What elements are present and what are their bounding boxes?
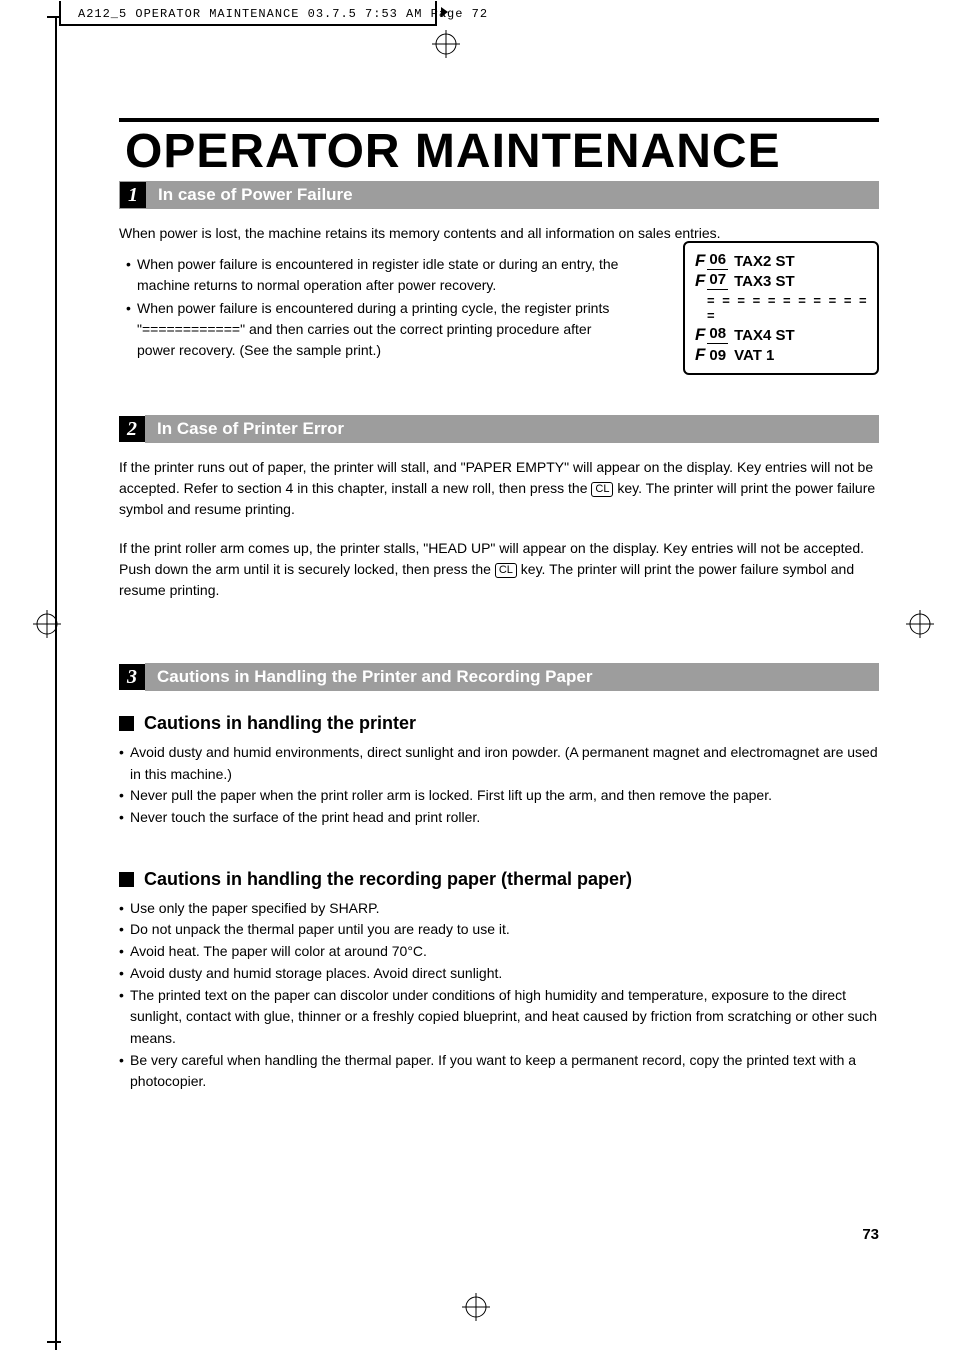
crop-mark <box>47 1341 61 1343</box>
header-border <box>59 24 437 26</box>
bullet-icon: • <box>119 298 137 361</box>
list-item: •Avoid heat. The paper will color at aro… <box>119 941 879 963</box>
list-item: •Do not unpack the thermal paper until y… <box>119 919 879 941</box>
bullet-icon: • <box>119 254 137 296</box>
print-code: 06 <box>707 252 728 270</box>
section2-para1: If the printer runs out of paper, the pr… <box>119 457 879 520</box>
print-line: F06 TAX2 ST <box>695 251 873 271</box>
register-mark-icon <box>906 610 934 638</box>
section-header-2: 2 In Case of Printer Error <box>119 415 879 443</box>
bullet-text: Never pull the paper when the print roll… <box>130 785 772 807</box>
print-label: TAX4 ST <box>734 327 795 344</box>
list-item: •Never touch the surface of the print he… <box>119 807 879 829</box>
register-mark-icon <box>33 610 61 638</box>
f-glyph: F <box>695 251 705 271</box>
bullet-text: When power failure is encountered in reg… <box>137 254 629 296</box>
bullet-text: Never touch the surface of the print hea… <box>130 807 480 829</box>
list-item: • When power failure is encountered in r… <box>119 254 629 296</box>
f-glyph: F <box>695 345 705 365</box>
cl-key: CL <box>591 482 613 497</box>
bullet-icon: • <box>119 919 130 941</box>
print-label: VAT 1 <box>734 347 774 364</box>
bullet-text: Avoid dusty and humid storage places. Av… <box>130 963 502 985</box>
section2-para2: If the print roller arm comes up, the pr… <box>119 538 879 601</box>
square-bullet-icon <box>119 872 134 887</box>
print-code: 08 <box>707 326 728 344</box>
print-label: TAX3 ST <box>734 273 795 290</box>
print-code: 07 <box>707 272 728 290</box>
list-item: •Avoid dusty and humid storage places. A… <box>119 963 879 985</box>
page-border-left <box>55 16 57 1343</box>
sub-title: Cautions in handling the recording paper… <box>144 869 632 890</box>
sub-title: Cautions in handling the printer <box>144 713 416 734</box>
bullet-text: The printed text on the paper can discol… <box>130 985 879 1050</box>
f-glyph: F <box>695 271 705 291</box>
list-item: •The printed text on the paper can disco… <box>119 985 879 1050</box>
subheading-1: Cautions in handling the printer <box>119 713 879 734</box>
bullet-text: When power failure is encountered during… <box>137 298 629 361</box>
bullet-text: Do not unpack the thermal paper until yo… <box>130 919 510 941</box>
bullet-icon: • <box>119 1050 130 1093</box>
bullet-icon: • <box>119 985 130 1050</box>
f-glyph: F <box>695 325 705 345</box>
section1-bullet-list: • When power failure is encountered in r… <box>119 254 629 361</box>
section-header-1: 1 In case of Power Failure <box>119 181 879 209</box>
bullet-icon: • <box>119 941 130 963</box>
list-item: •Never pull the paper when the print rol… <box>119 785 879 807</box>
register-mark-icon <box>462 1293 490 1321</box>
section-title: In Case of Printer Error <box>157 419 344 439</box>
bullet-icon: • <box>119 785 130 807</box>
register-mark-icon <box>432 30 460 58</box>
header-border <box>59 1 61 24</box>
bullet-icon: • <box>119 963 130 985</box>
subheading-2: Cautions in handling the recording paper… <box>119 869 879 890</box>
list-item: •Avoid dusty and humid environments, dir… <box>119 742 879 785</box>
section-number: 1 <box>120 182 146 208</box>
bullet-text: Use only the paper specified by SHARP. <box>130 898 380 920</box>
list-item: •Be very careful when handling the therm… <box>119 1050 879 1093</box>
section-number: 2 <box>119 416 145 442</box>
section-number: 3 <box>119 664 145 690</box>
header-info: A212_5 OPERATOR MAINTENANCE 03.7.5 7:53 … <box>78 7 488 21</box>
cl-key: CL <box>495 563 517 578</box>
bullet-text: Avoid dusty and humid environments, dire… <box>130 742 879 785</box>
section-2: 2 In Case of Printer Error If the printe… <box>119 415 879 601</box>
list-item: •Use only the paper specified by SHARP. <box>119 898 879 920</box>
sub1-bullet-list: •Avoid dusty and humid environments, dir… <box>119 742 879 829</box>
main-title: OPERATOR MAINTENANCE <box>119 124 879 179</box>
title-rule <box>119 118 879 122</box>
bullet-icon: • <box>119 742 130 785</box>
print-line: F08 TAX4 ST <box>695 325 873 345</box>
print-code: 09 <box>707 347 728 364</box>
sample-print-box: F06 TAX2 ST F07 TAX3 ST = = = = = = = = … <box>683 241 879 375</box>
section-3: 3 Cautions in Handling the Printer and R… <box>119 663 879 1093</box>
bullet-text: Be very careful when handling the therma… <box>130 1050 879 1093</box>
sub2-bullet-list: •Use only the paper specified by SHARP. … <box>119 898 879 1093</box>
list-item: • When power failure is encountered duri… <box>119 298 629 361</box>
square-bullet-icon <box>119 716 134 731</box>
section-title: In case of Power Failure <box>158 185 353 205</box>
print-separator: = = = = = = = = = = = = <box>707 293 873 323</box>
print-line: F07 TAX3 ST <box>695 271 873 291</box>
print-line: F09 VAT 1 <box>695 345 873 365</box>
page-number: 73 <box>862 1226 879 1243</box>
section-header-3: 3 Cautions in Handling the Printer and R… <box>119 663 879 691</box>
bullet-text: Avoid heat. The paper will color at arou… <box>130 941 427 963</box>
bullet-icon: • <box>119 898 130 920</box>
print-label: TAX2 ST <box>734 253 795 270</box>
bullet-icon: • <box>119 807 130 829</box>
section-title: Cautions in Handling the Printer and Rec… <box>157 667 592 687</box>
crop-mark <box>55 1336 57 1350</box>
